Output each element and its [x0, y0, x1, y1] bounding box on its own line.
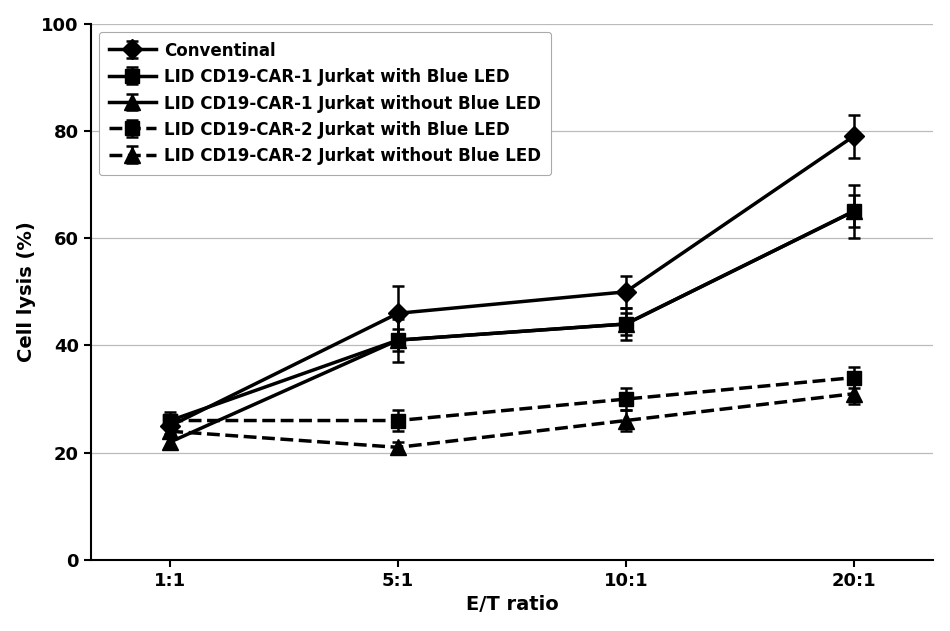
- Y-axis label: Cell lysis (%): Cell lysis (%): [17, 221, 36, 362]
- Legend: Conventinal, LID CD19-CAR-1 Jurkat with Blue LED, LID CD19-CAR-1 Jurkat without : Conventinal, LID CD19-CAR-1 Jurkat with …: [99, 32, 551, 175]
- X-axis label: E/T ratio: E/T ratio: [466, 595, 559, 615]
